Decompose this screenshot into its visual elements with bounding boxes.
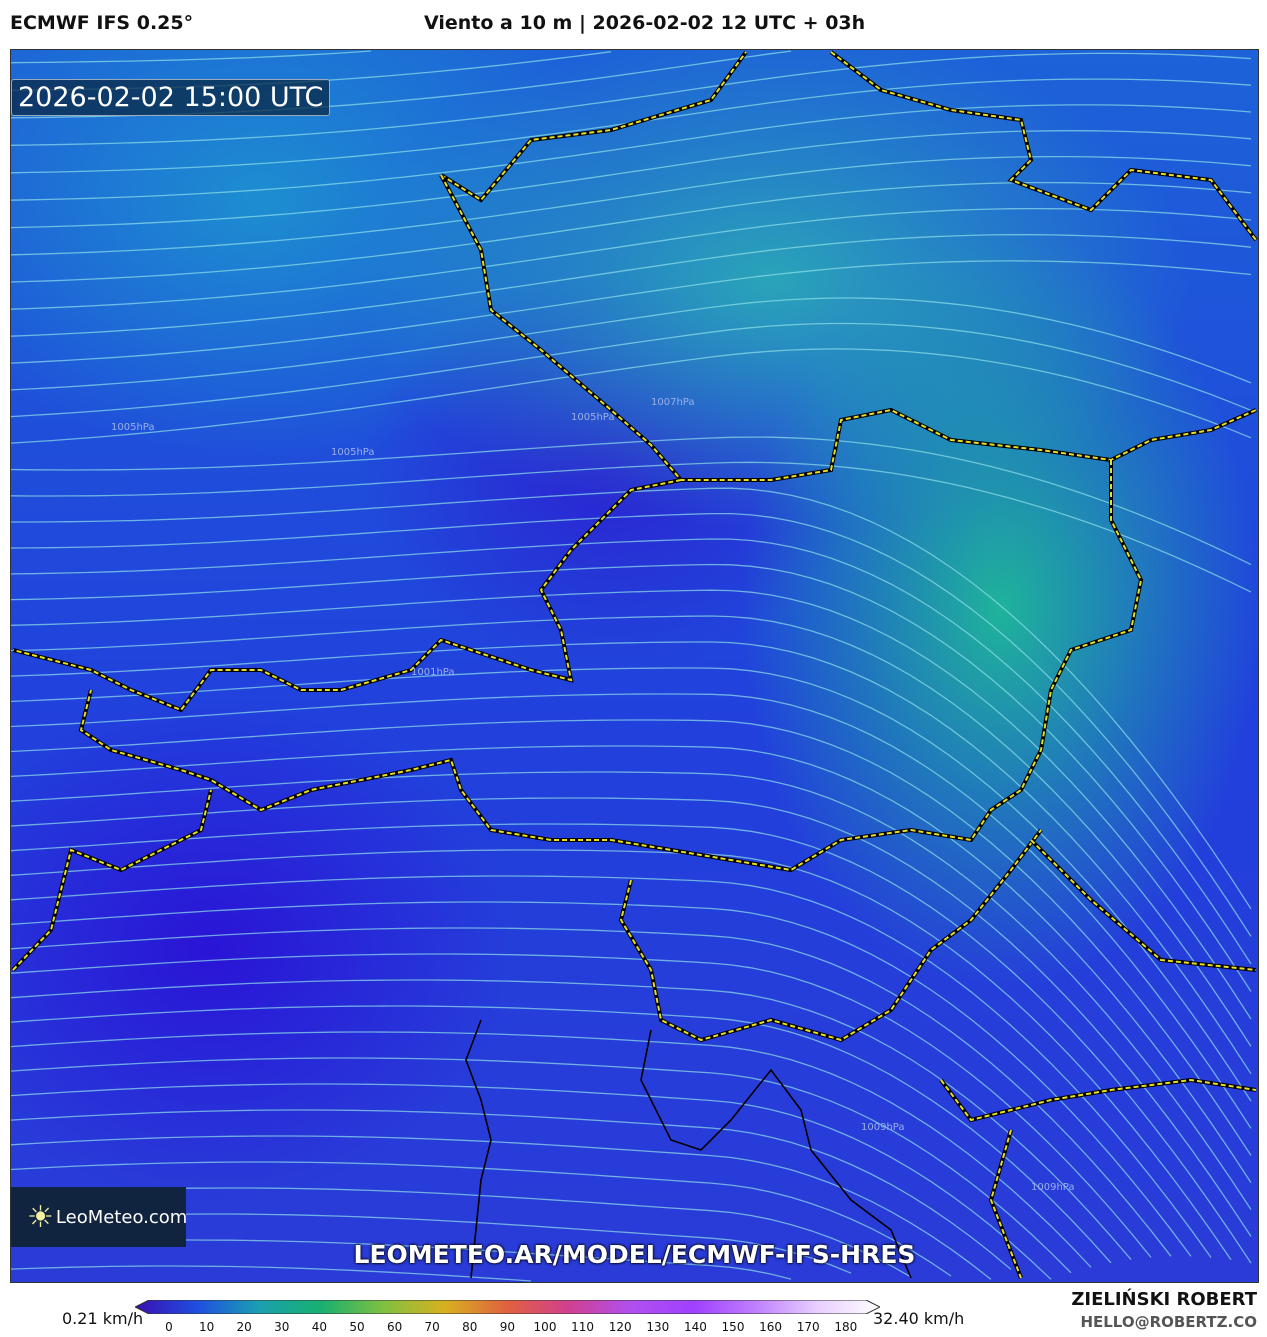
streamline (11, 953, 1152, 1258)
country-border (79, 460, 1143, 872)
streamline (11, 538, 1252, 965)
model-name: ECMWF IFS 0.25° (10, 12, 194, 34)
streamline (11, 797, 1252, 1237)
coastline (465, 1019, 912, 1279)
country-border (1030, 839, 1257, 971)
country-border-outline (618, 828, 1043, 1043)
streamline (11, 322, 1252, 418)
streamline (11, 512, 1252, 937)
colorbar-tick: 100 (533, 1320, 557, 1334)
leometeo-logo[interactable]: ☀ LeoMeteo.com (11, 1187, 188, 1247)
streamline (11, 615, 1252, 1047)
colorbar-min-label: 0.21 km/h (62, 1309, 144, 1328)
streamline (11, 849, 1232, 1261)
streamline (11, 155, 1252, 256)
country-border-outline (439, 50, 1258, 242)
country-border-outline (12, 478, 682, 713)
watermark-url: LEOMETEO.AR/MODEL/ECMWF-IFS-HRES (353, 1240, 916, 1269)
sun-icon: ☀ (27, 1199, 54, 1235)
colorbar-tick: 0 (165, 1320, 173, 1334)
streamline (11, 104, 1252, 201)
colorbar-tick: 90 (499, 1320, 516, 1334)
colorbar (135, 1300, 880, 1314)
colorbar-tick: 140 (683, 1320, 707, 1334)
streamline (11, 875, 1212, 1258)
isobar-label: 1005hPa (111, 422, 155, 433)
streamline (11, 719, 1252, 1156)
colorbar-tick: 120 (608, 1320, 632, 1334)
streamline (11, 50, 372, 64)
streamline (11, 487, 1252, 910)
streamline (11, 1031, 1092, 1268)
colorbar-tick: 10 (198, 1320, 215, 1334)
country-border (619, 829, 1042, 1042)
country-border (440, 51, 1257, 241)
country-border (940, 1078, 1257, 1279)
streamline (11, 1057, 1072, 1274)
isobar-label: 1005hPa (331, 447, 375, 458)
streamline (11, 667, 1252, 1102)
country-border (440, 174, 1257, 481)
streamline (11, 181, 1252, 283)
colorbar-max-label: 32.40 km/h (873, 1309, 965, 1328)
streamline (11, 1161, 952, 1277)
country-border (12, 789, 212, 971)
author-name: ZIELIŃSKI ROBERT (1071, 1289, 1257, 1310)
country-border-outline (1029, 838, 1257, 972)
streamline (11, 297, 1252, 391)
colorbar-tick: 40 (311, 1320, 328, 1334)
country-border-outline (439, 174, 1257, 482)
streamline (11, 771, 1252, 1210)
streamline (11, 563, 1252, 992)
colorbar-tick: 70 (424, 1320, 440, 1334)
colorbar-tick: 170 (796, 1320, 820, 1334)
streamline (11, 641, 1252, 1075)
streamline (11, 1005, 1112, 1264)
streamline (11, 234, 1252, 337)
streamline (11, 461, 1252, 593)
streamline (11, 901, 1192, 1257)
country-border (12, 479, 682, 712)
colorbar-tick: 60 (386, 1320, 403, 1334)
colorbar-tick: 30 (274, 1320, 290, 1334)
streamline (11, 207, 1252, 310)
isobar-label: 1001hPa (411, 667, 455, 678)
isobar-label: 1009hPa (1031, 1182, 1075, 1193)
wind-map[interactable]: 1005hPa 1007hPa 1005hPa 1001hPa 1005hPa 1009h… (10, 49, 1259, 1283)
streamline (11, 130, 1252, 229)
streamline (11, 927, 1172, 1257)
colorbar-tick: 160 (759, 1320, 783, 1334)
colorbar-tick: 20 (236, 1320, 252, 1334)
map-title: Viento a 10 m | 2026-02-02 12 UTC + 03h (424, 12, 866, 34)
colorbar-tick: 80 (462, 1320, 478, 1334)
colorbar-tick: 180 (834, 1320, 858, 1334)
colorbar-tick: 110 (571, 1320, 595, 1334)
streamline (11, 52, 1252, 146)
logo-text: LeoMeteo.com (55, 1206, 188, 1228)
streamline (11, 1135, 992, 1280)
colorbar-tick: 130 (646, 1320, 670, 1334)
colorbar-tick: 50 (349, 1320, 365, 1334)
isobar-label: 1005hPa (571, 412, 615, 423)
country-border-outline (11, 789, 213, 972)
streamline (11, 348, 1252, 444)
streamline (11, 589, 1252, 1020)
streamline (11, 436, 1252, 566)
isobar-label: 1009hPa (861, 1122, 905, 1133)
streamline (11, 693, 1252, 1129)
streamline (11, 1083, 1052, 1280)
colorbar-tick: 150 (721, 1320, 745, 1334)
map-layers: 1005hPa 1007hPa 1005hPa 1001hPa 1005hPa 1009h… (11, 50, 1258, 1282)
streamline (11, 823, 1252, 1264)
isobar-label: 1007hPa (651, 397, 695, 408)
valid-time-badge: 2026-02-02 15:00 UTC (11, 79, 331, 116)
streamline (11, 1109, 1012, 1270)
streamline (11, 260, 1252, 364)
streamline (11, 745, 1252, 1183)
streamline (11, 1265, 532, 1282)
author-email[interactable]: HELLO@ROBERTZ.CO (1080, 1313, 1257, 1331)
